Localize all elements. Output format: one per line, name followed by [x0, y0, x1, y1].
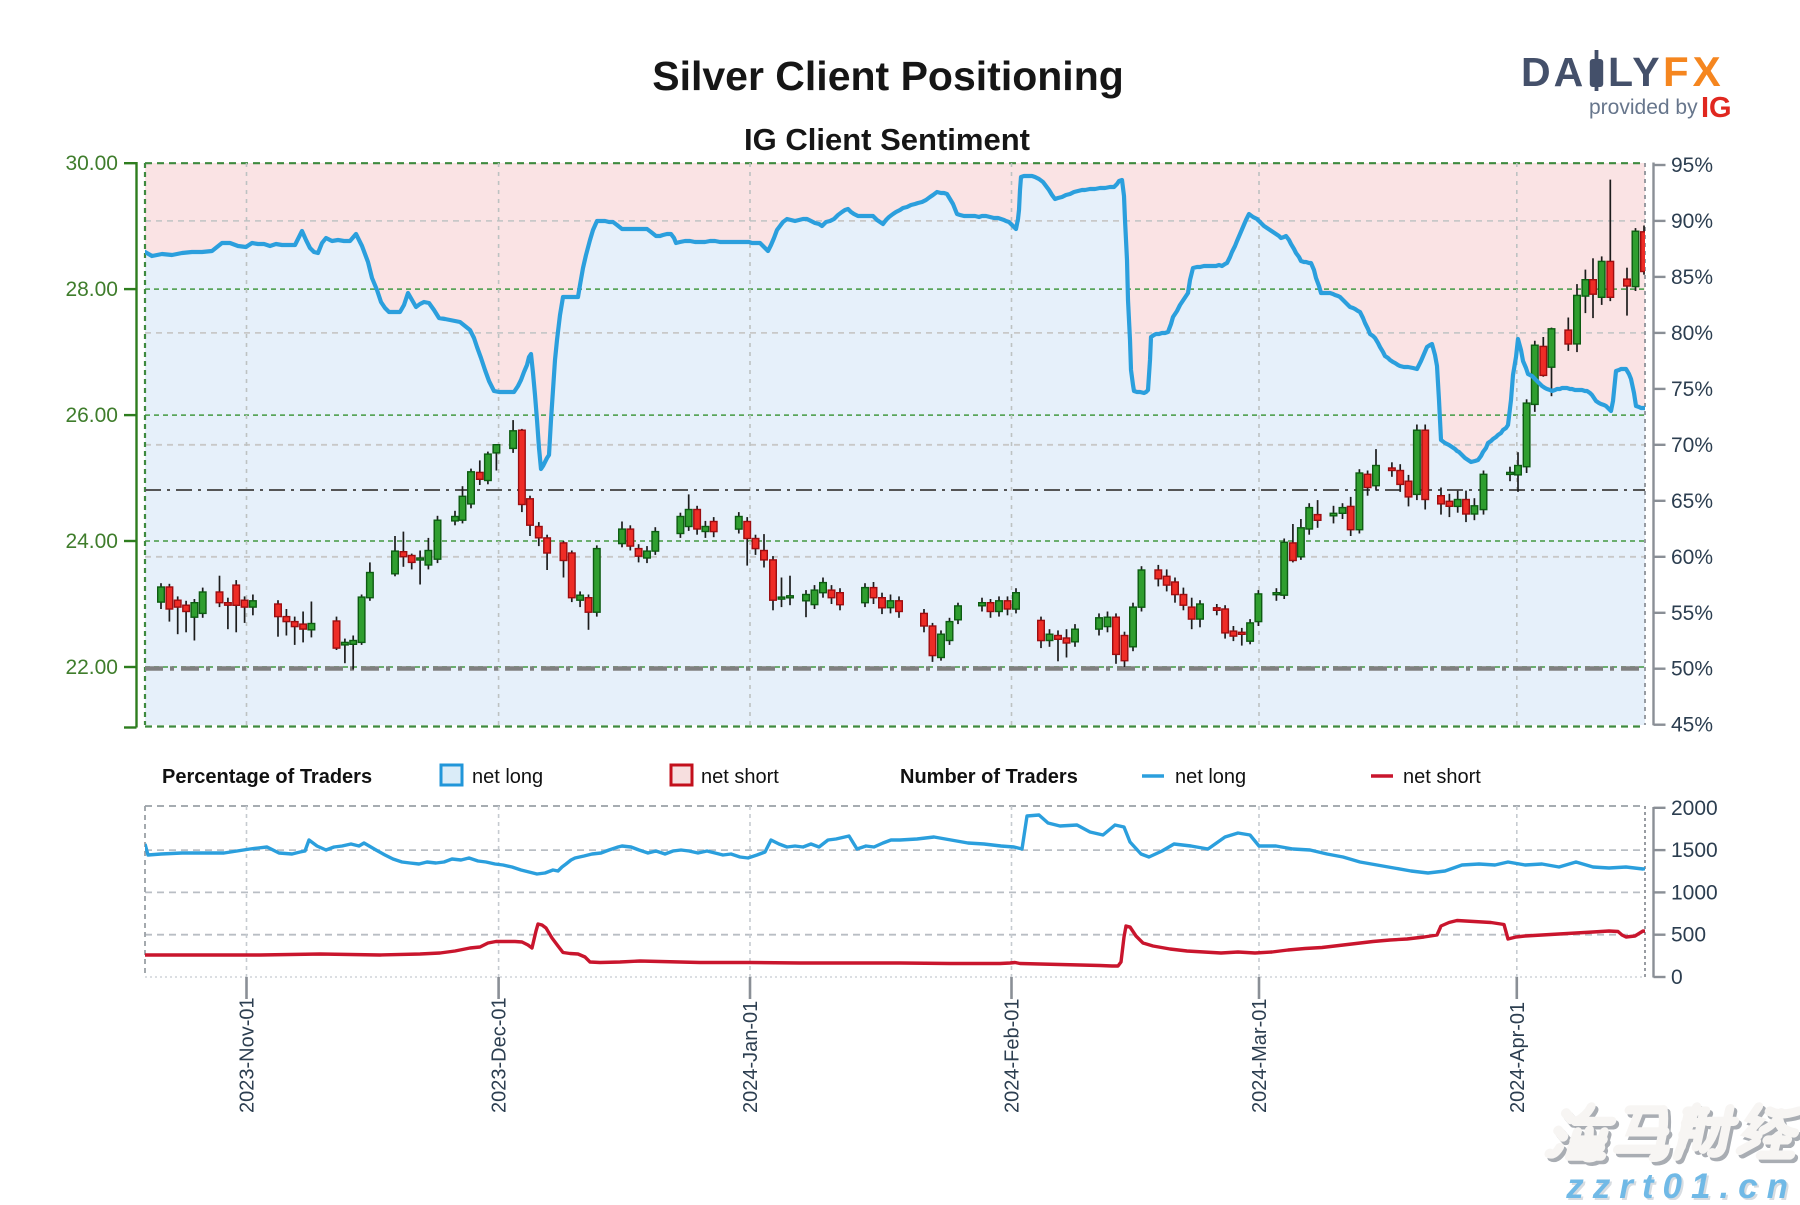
svg-text:IG: IG — [1701, 92, 1732, 124]
svg-text:22.00: 22.00 — [65, 656, 118, 679]
svg-text:45%: 45% — [1671, 714, 1713, 737]
svg-text:Number of Traders: Number of Traders — [900, 766, 1078, 788]
svg-text:30.00: 30.00 — [65, 152, 118, 175]
svg-text:60%: 60% — [1671, 546, 1713, 569]
svg-text:1000: 1000 — [1671, 881, 1718, 904]
svg-text:net long: net long — [1175, 766, 1246, 788]
svg-text:net long: net long — [472, 766, 543, 788]
svg-text:FX: FX — [1663, 48, 1725, 95]
svg-text:2023-Nov-01: 2023-Nov-01 — [237, 997, 259, 1113]
svg-text:90%: 90% — [1671, 210, 1713, 233]
svg-text:1500: 1500 — [1671, 839, 1718, 862]
svg-text:zzrt01.cn: zzrt01.cn — [1567, 1169, 1799, 1200]
svg-text:net short: net short — [701, 766, 779, 788]
svg-text:2024-Jan-01: 2024-Jan-01 — [740, 1001, 762, 1113]
svg-text:zzrt01.cn: zzrt01.cn — [1565, 1167, 1797, 1200]
svg-text:2023-Dec-01: 2023-Dec-01 — [489, 997, 511, 1113]
svg-text:DA: DA — [1521, 49, 1586, 95]
svg-text:IG Client Sentiment: IG Client Sentiment — [744, 122, 1030, 157]
svg-text:28.00: 28.00 — [65, 278, 118, 301]
svg-text:2000: 2000 — [1671, 797, 1718, 820]
svg-text:provided by: provided by — [1589, 96, 1698, 119]
svg-text:80%: 80% — [1671, 322, 1713, 345]
svg-text:0: 0 — [1671, 966, 1683, 989]
svg-text:2024-Feb-01: 2024-Feb-01 — [1002, 998, 1024, 1113]
svg-text:500: 500 — [1671, 924, 1706, 947]
svg-text:55%: 55% — [1671, 602, 1713, 625]
svg-text:24.00: 24.00 — [65, 530, 118, 553]
svg-text:2024-Apr-01: 2024-Apr-01 — [1507, 1002, 1529, 1113]
svg-text:75%: 75% — [1671, 378, 1713, 401]
svg-text:2024-Mar-01: 2024-Mar-01 — [1249, 998, 1271, 1113]
svg-text:85%: 85% — [1671, 266, 1713, 289]
svg-text:50%: 50% — [1671, 658, 1713, 681]
svg-text:65%: 65% — [1671, 490, 1713, 513]
svg-text:95%: 95% — [1671, 154, 1713, 177]
svg-text:Percentage of Traders: Percentage of Traders — [162, 766, 372, 788]
svg-text:70%: 70% — [1671, 434, 1713, 457]
svg-text:Silver Client Positioning: Silver Client Positioning — [652, 53, 1124, 99]
svg-text:LY: LY — [1608, 49, 1663, 95]
svg-text:26.00: 26.00 — [65, 404, 118, 427]
svg-text:net short: net short — [1403, 766, 1481, 788]
